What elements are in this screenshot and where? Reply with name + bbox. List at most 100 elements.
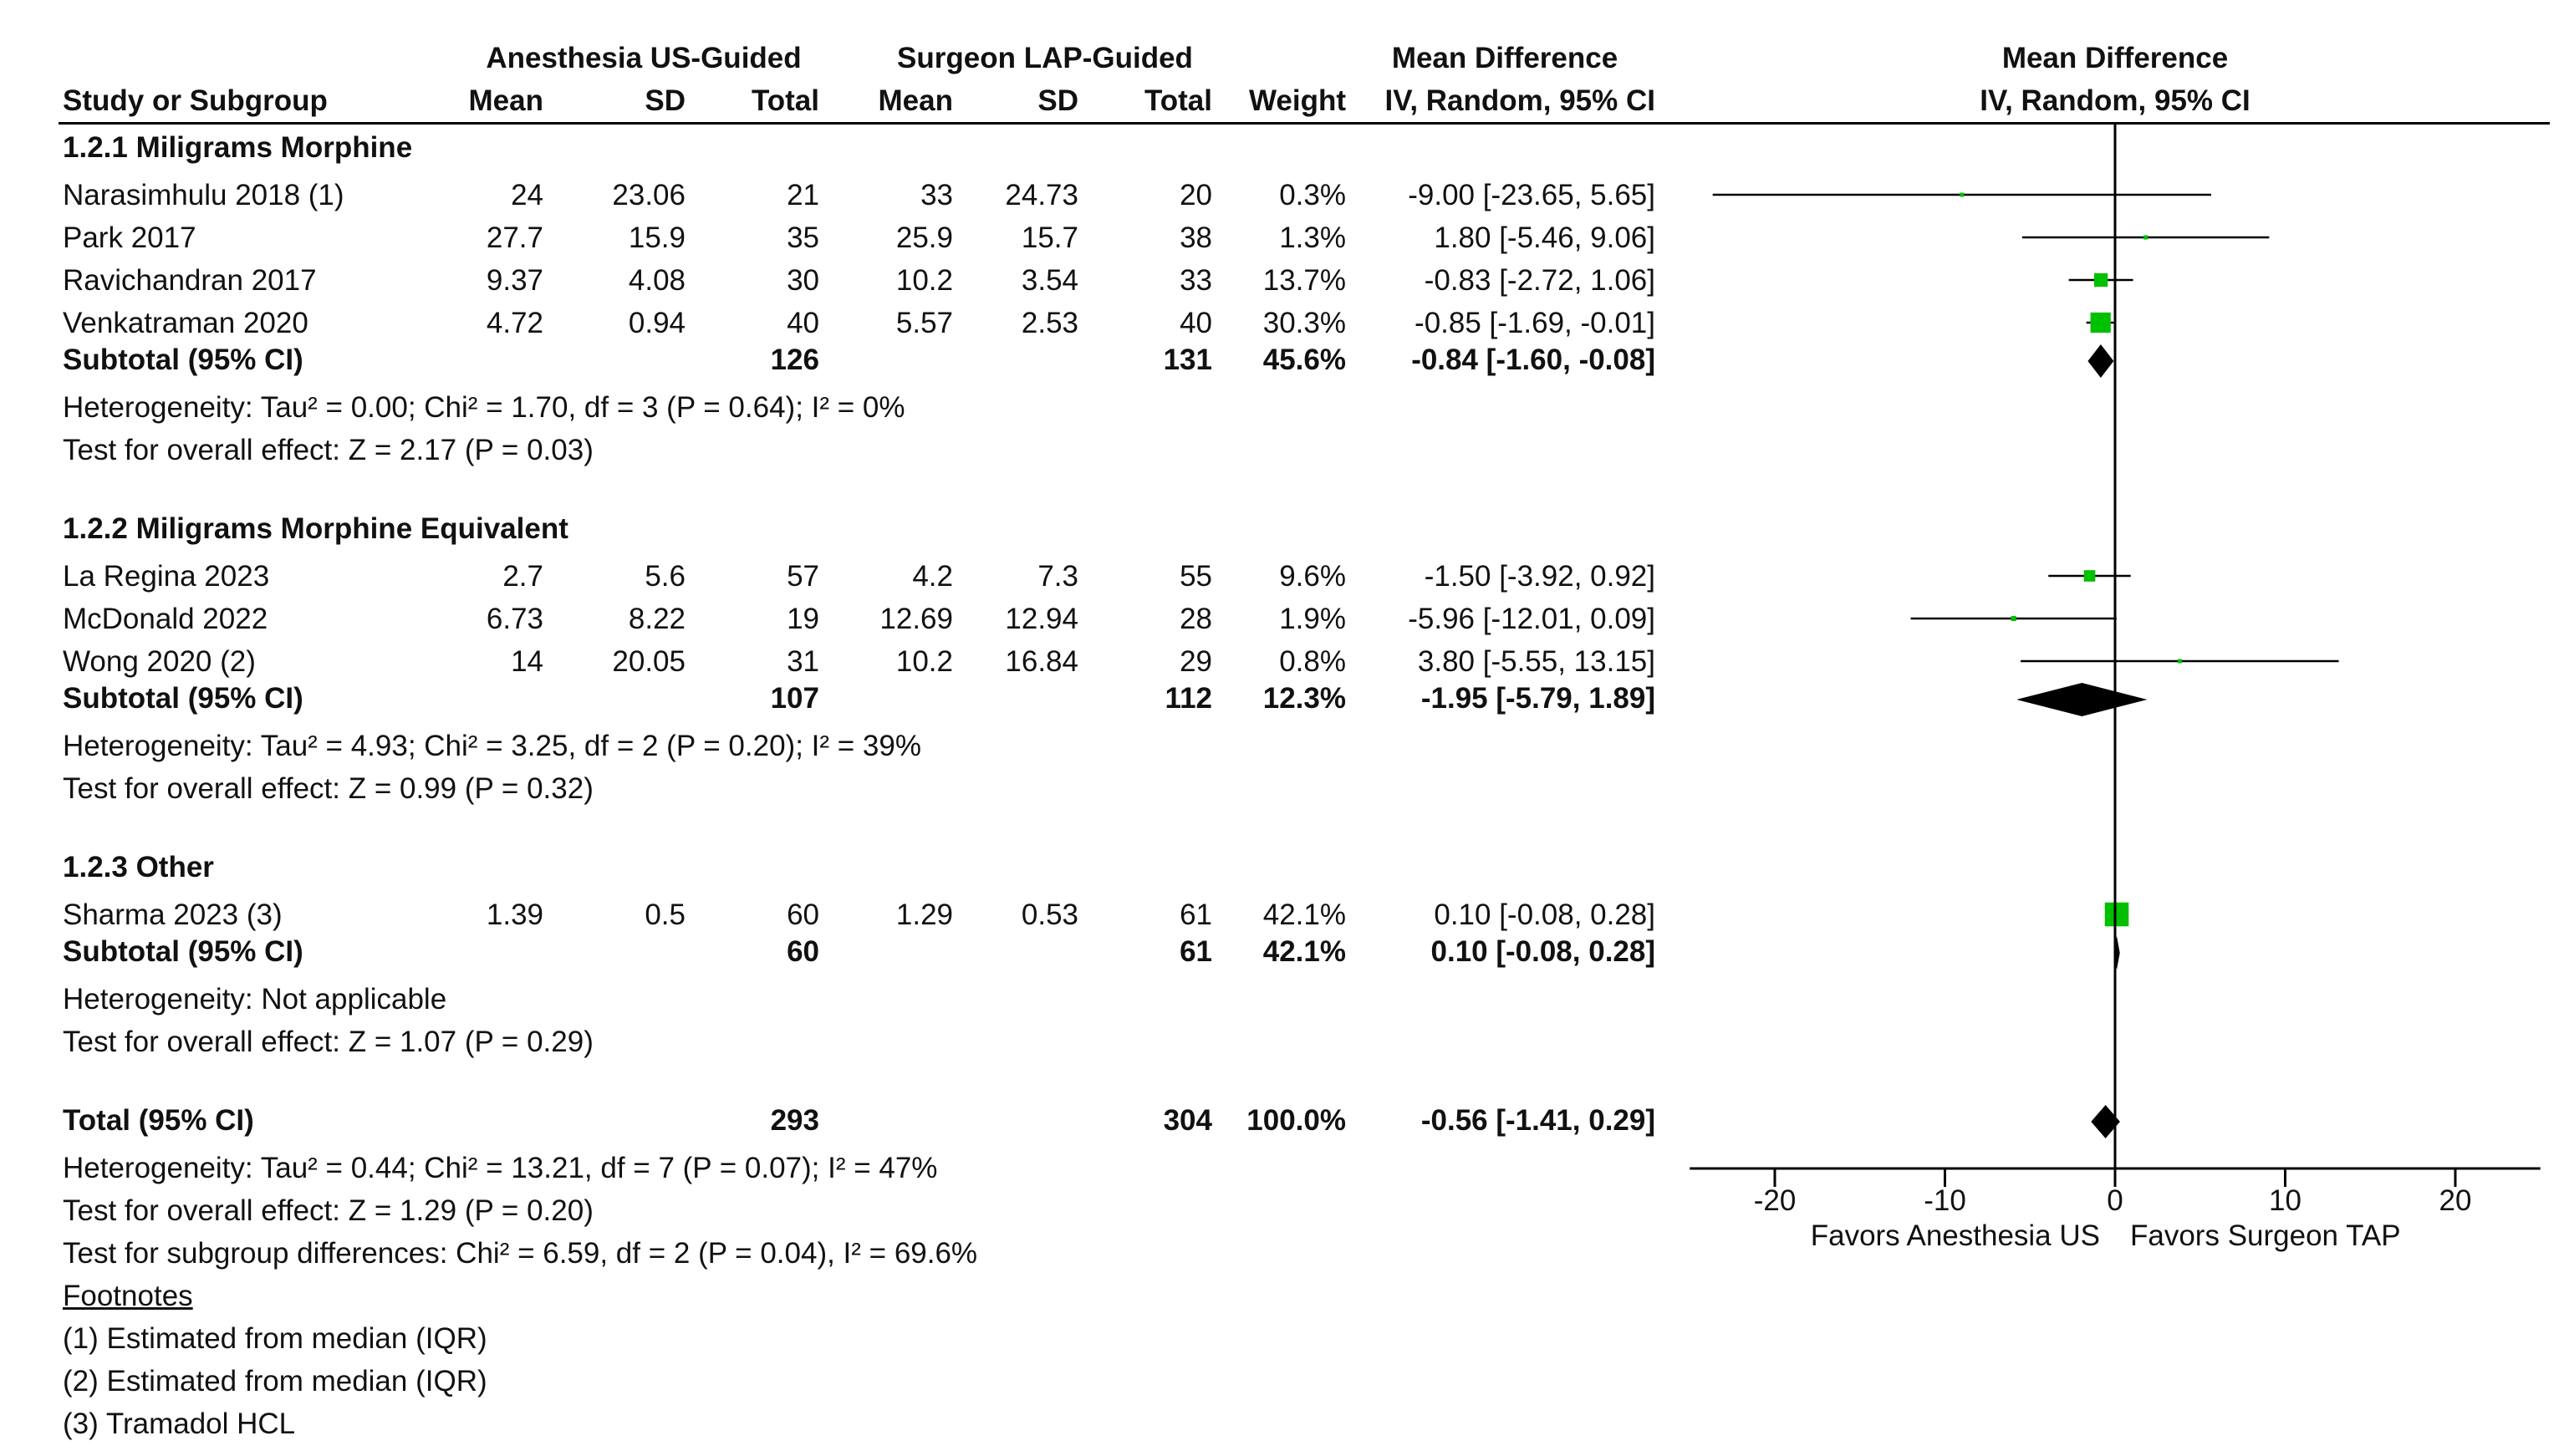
- favors-left-label: Favors Anesthesia US: [1811, 1219, 2100, 1252]
- sd1-value: 8.22: [628, 603, 686, 635]
- ci-value: 0.10 [-0.08, 0.28]: [1434, 899, 1655, 931]
- md-header: Mean Difference: [1391, 42, 1618, 74]
- header-rule: [59, 122, 2550, 125]
- mean2-header: Mean: [878, 84, 953, 117]
- total-heterogeneity-text: Heterogeneity: Tau² = 0.44; Chi² = 13.21…: [63, 1152, 938, 1184]
- subtotal-weight: 42.1%: [1262, 935, 1346, 968]
- study-marker-5: [2011, 615, 2016, 622]
- overall-effect-text: Test for overall effect: Z = 0.99 (P = 0…: [63, 772, 594, 805]
- heterogeneity-text: Heterogeneity: Not applicable: [63, 983, 447, 1016]
- group2-header: Surgeon LAP-Guided: [897, 42, 1193, 74]
- study-name: Venkatraman 2020: [63, 307, 308, 339]
- method-plot-header: IV, Random, 95% CI: [1980, 84, 2250, 117]
- study-name: Wong 2020 (2): [63, 645, 256, 678]
- study-marker-6: [2177, 659, 2182, 664]
- footnotes-title: Footnotes: [63, 1280, 193, 1312]
- footnote-item: (2) Estimated from median (IQR): [63, 1365, 487, 1397]
- n2-value: 33: [1180, 264, 1212, 297]
- study-name: Ravichandran 2017: [63, 264, 317, 297]
- sd2-header: SD: [1037, 84, 1078, 117]
- total-label: Total (95% CI): [63, 1104, 254, 1137]
- mean1-value: 14: [511, 645, 543, 678]
- study-name: Narasimhulu 2018 (1): [63, 179, 344, 211]
- favors-right-label: Favors Surgeon TAP: [2130, 1219, 2401, 1252]
- mean2-value: 1.29: [895, 899, 953, 931]
- mean2-value: 5.57: [895, 307, 953, 339]
- n1-value: 30: [787, 264, 819, 297]
- mean2-value: 10.2: [895, 264, 953, 297]
- study-marker-7: [2104, 902, 2129, 927]
- study-name: Park 2017: [63, 221, 196, 254]
- sd1-value: 0.5: [645, 899, 686, 931]
- mean1-value: 24: [511, 179, 543, 211]
- study-marker-1: [2143, 235, 2148, 240]
- sd2-value: 0.53: [1021, 899, 1078, 931]
- ci-value: 3.80 [-5.55, 13.15]: [1417, 645, 1655, 678]
- mean1-value: 6.73: [486, 603, 543, 635]
- ci-value: -0.85 [-1.69, -0.01]: [1414, 307, 1655, 339]
- mean2-value: 12.69: [879, 603, 953, 635]
- study-name: McDonald 2022: [63, 603, 268, 635]
- mean1-value: 1.39: [486, 899, 543, 931]
- sd1-value: 23.06: [612, 179, 686, 211]
- sd1-value: 5.6: [645, 560, 686, 593]
- diamond-1: [2016, 683, 2148, 716]
- weight-value: 0.3%: [1279, 179, 1346, 211]
- mean1-header: Mean: [468, 84, 543, 117]
- n2-value: 55: [1180, 560, 1212, 593]
- weight-value: 1.3%: [1279, 221, 1346, 254]
- overall-effect-text: Test for overall effect: Z = 2.17 (P = 0…: [63, 434, 594, 466]
- total1-header: Total: [751, 84, 819, 117]
- subtotal-label: Subtotal (95% CI): [63, 344, 303, 376]
- study-name: Sharma 2023 (3): [63, 899, 283, 931]
- subtotal-ci: 0.10 [-0.08, 0.28]: [1430, 935, 1656, 968]
- n2-value: 61: [1180, 899, 1212, 931]
- weight-value: 9.6%: [1279, 560, 1346, 593]
- weight-value: 42.1%: [1262, 899, 1346, 931]
- total-n1: 293: [770, 1104, 819, 1137]
- weight-value: 0.8%: [1279, 645, 1346, 678]
- subgroup-title: 1.2.3 Other: [63, 851, 214, 883]
- study-marker-3: [2090, 312, 2111, 333]
- sd1-value: 15.9: [628, 221, 686, 254]
- weight-value: 30.3%: [1262, 307, 1346, 339]
- sd1-header: SD: [645, 84, 686, 117]
- total-weight: 100.0%: [1246, 1104, 1346, 1137]
- study-marker-4: [2083, 570, 2096, 582]
- mean2-value: 4.2: [912, 560, 953, 593]
- diamond-0: [2087, 344, 2114, 378]
- total-overall-effect-text: Test for overall effect: Z = 1.29 (P = 0…: [63, 1194, 594, 1227]
- weight-header: Weight: [1248, 84, 1346, 117]
- n1-value: 60: [787, 899, 819, 931]
- sd2-value: 16.84: [1005, 645, 1078, 678]
- subtotal-label: Subtotal (95% CI): [63, 935, 303, 968]
- n2-value: 20: [1180, 179, 1212, 211]
- group1-header: Anesthesia US-Guided: [486, 42, 802, 74]
- mean2-value: 10.2: [895, 645, 953, 678]
- n1-value: 19: [787, 603, 819, 635]
- sd1-value: 0.94: [628, 307, 686, 339]
- sd2-value: 2.53: [1021, 307, 1078, 339]
- mean1-value: 4.72: [486, 307, 543, 339]
- sd2-value: 12.94: [1005, 603, 1078, 635]
- subtotal-weight: 45.6%: [1262, 344, 1346, 376]
- subtotal-n1: 126: [770, 344, 819, 376]
- ci-value: -0.83 [-2.72, 1.06]: [1424, 264, 1655, 297]
- n2-value: 40: [1180, 307, 1212, 339]
- subtotal-ci: -0.84 [-1.60, -0.08]: [1411, 344, 1655, 376]
- subgroup-title: 1.2.2 Miligrams Morphine Equivalent: [63, 512, 568, 545]
- sd1-value: 20.05: [612, 645, 686, 678]
- sd2-value: 7.3: [1037, 560, 1078, 593]
- study-marker-0: [1960, 192, 1965, 197]
- x-tick-label: 20: [2439, 1184, 2472, 1217]
- n2-value: 29: [1180, 645, 1212, 678]
- ci-value: -1.50 [-3.92, 0.92]: [1424, 560, 1655, 593]
- mean1-value: 2.7: [502, 560, 543, 593]
- footnote-item: (1) Estimated from median (IQR): [63, 1322, 487, 1355]
- study-header: Study or Subgroup: [63, 84, 328, 117]
- total2-header: Total: [1144, 84, 1212, 117]
- ci-value: -9.00 [-23.65, 5.65]: [1408, 179, 1655, 211]
- subtotal-n2: 131: [1163, 344, 1212, 376]
- subtotal-label: Subtotal (95% CI): [63, 682, 303, 715]
